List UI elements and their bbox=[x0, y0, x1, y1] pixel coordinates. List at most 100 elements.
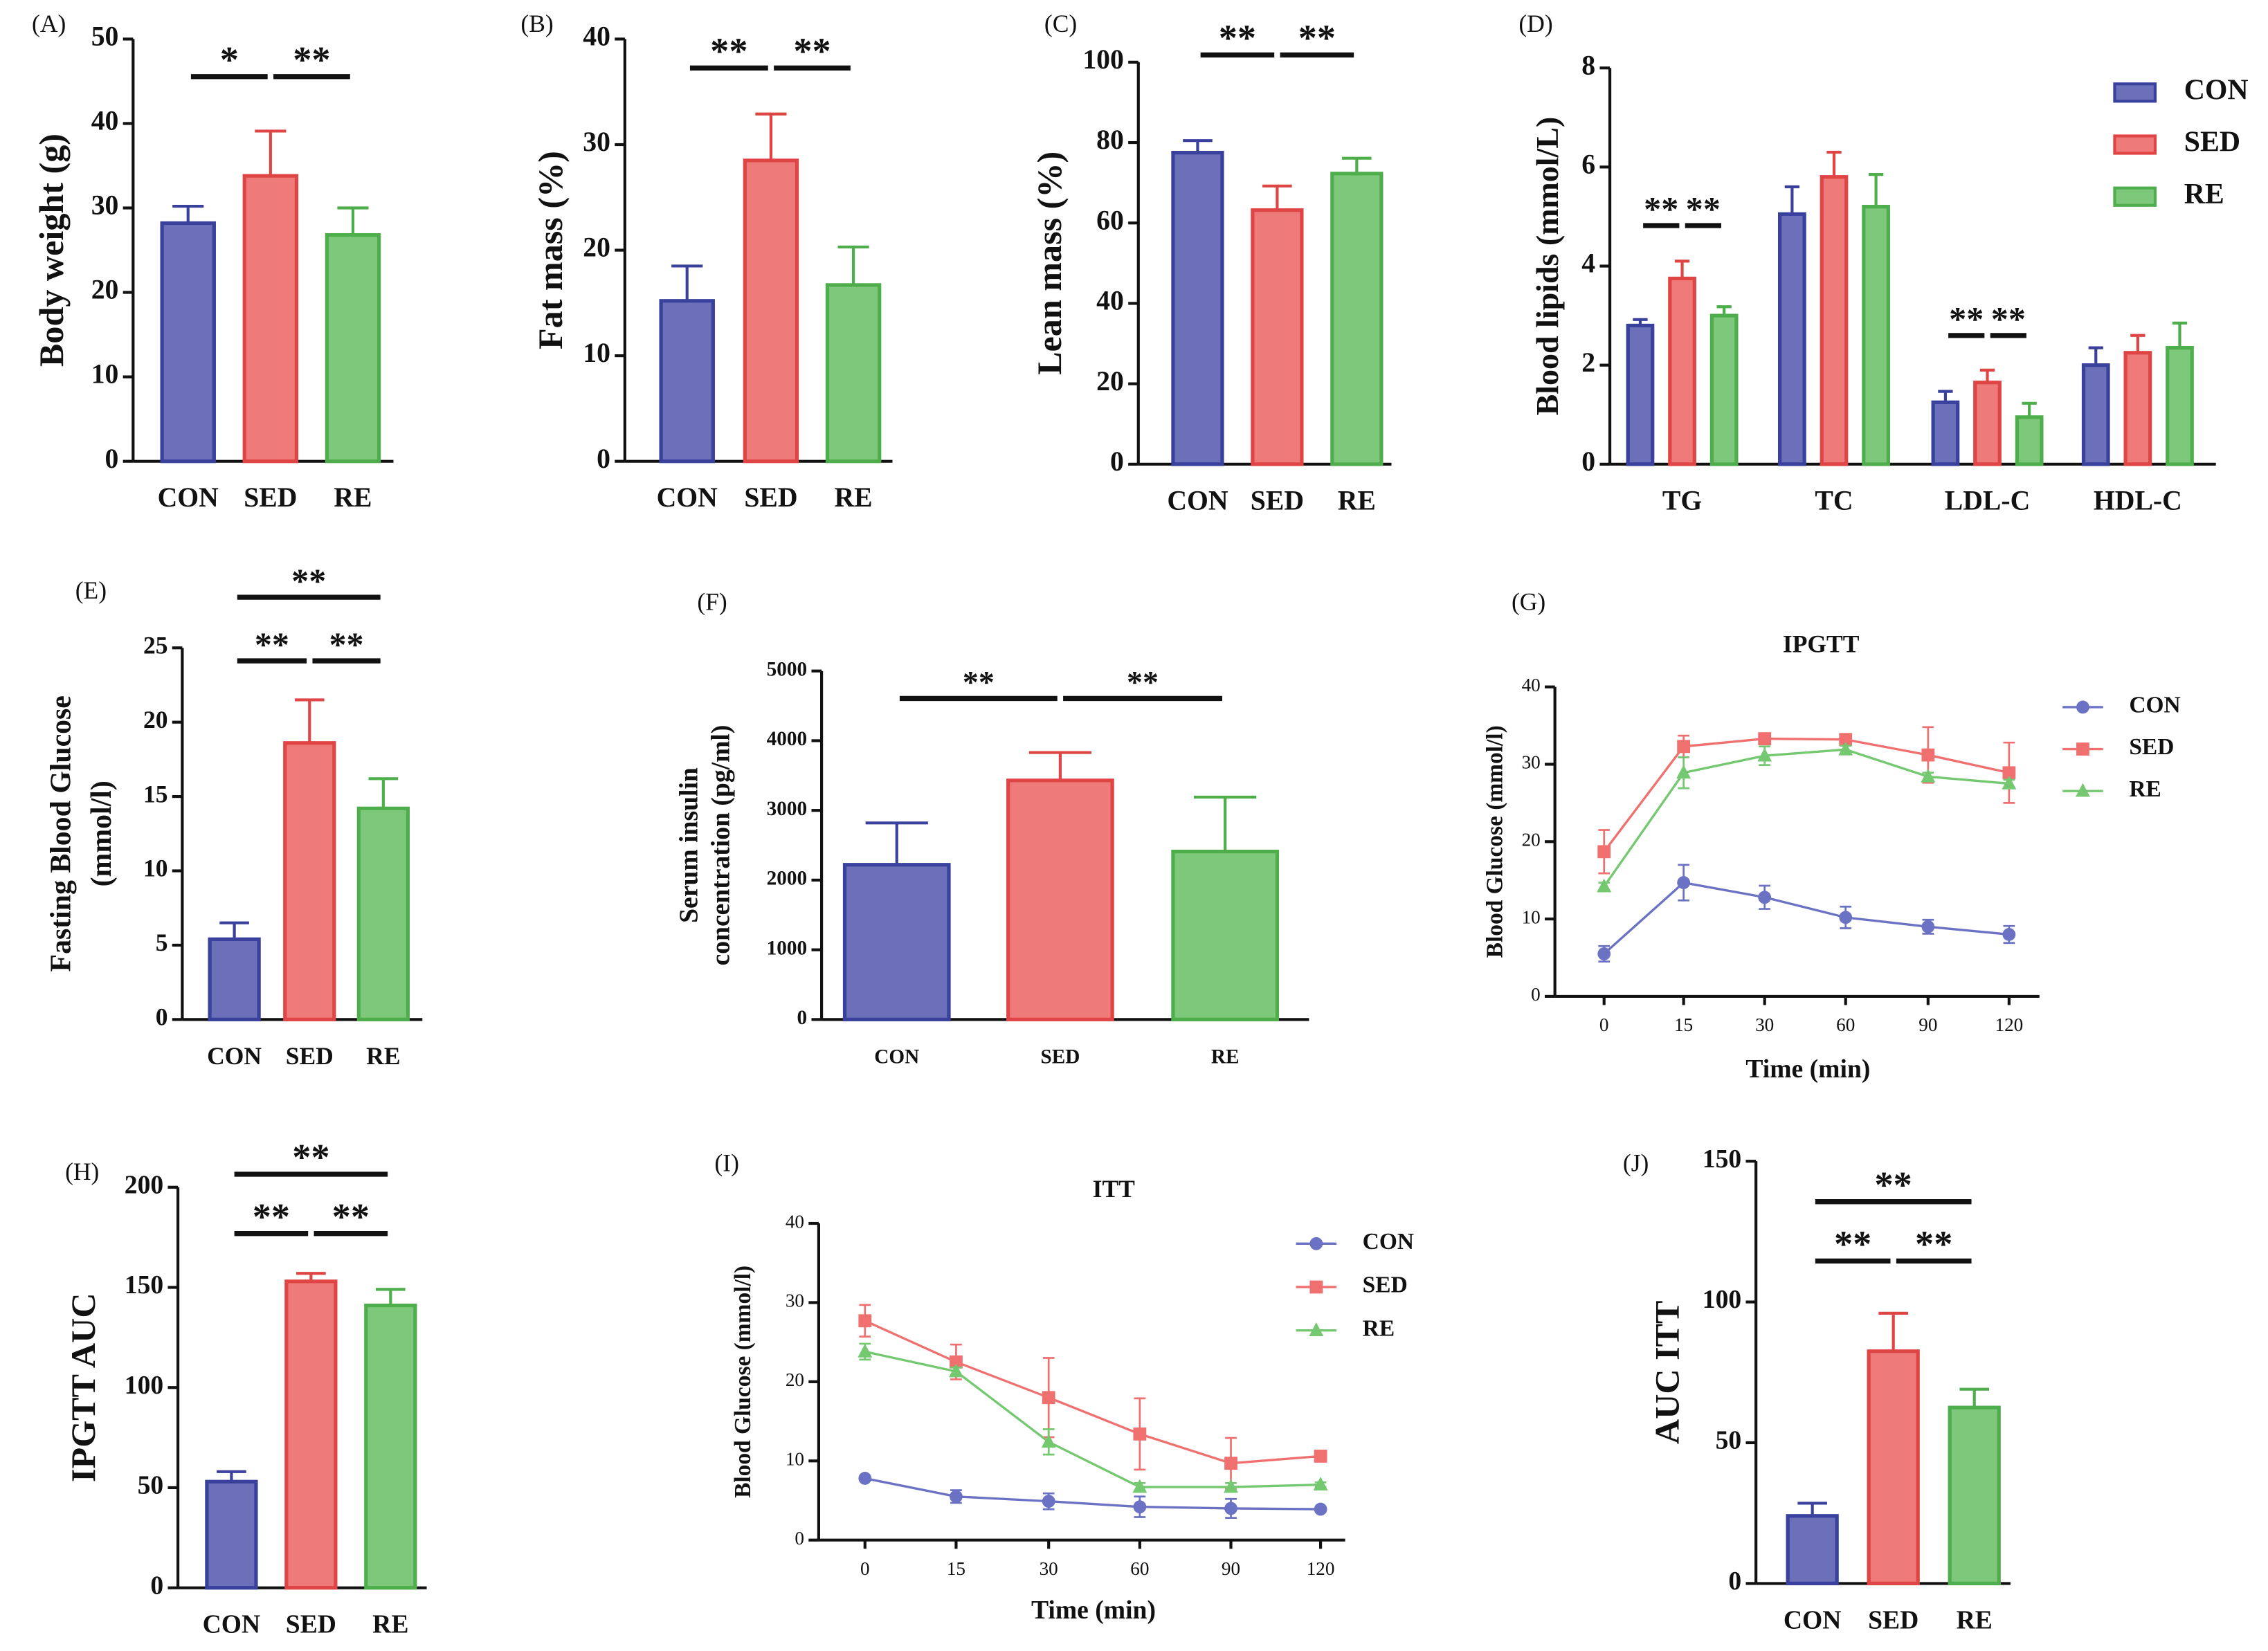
bar bbox=[1626, 323, 1655, 466]
bar bbox=[208, 937, 261, 1021]
significance-label: ** bbox=[1875, 1164, 1912, 1205]
marker bbox=[1133, 1500, 1147, 1514]
y-axis-label: concentration (pg/ml) bbox=[707, 725, 736, 966]
bar bbox=[160, 221, 216, 464]
significance-label: ** bbox=[793, 30, 831, 72]
bar bbox=[1867, 1349, 1920, 1586]
x-tick-label: 60 bbox=[1130, 1558, 1149, 1579]
panel-label: (J) bbox=[1623, 1149, 1649, 1177]
bar bbox=[1006, 778, 1114, 1021]
x-tick-label: 15 bbox=[1674, 1014, 1693, 1035]
marker bbox=[1224, 1457, 1237, 1470]
significance-label: ** bbox=[1991, 300, 2026, 338]
series-line bbox=[864, 1477, 1321, 1511]
y-tick-label: 30 bbox=[1522, 752, 1541, 773]
x-tick-label: 0 bbox=[860, 1558, 870, 1579]
y-tick-label: 4000 bbox=[767, 728, 808, 750]
y-tick-label: 80 bbox=[1096, 125, 1124, 155]
x-tick-label: LDL-C bbox=[1945, 485, 2030, 516]
bar bbox=[364, 1303, 417, 1590]
x-tick-label: 30 bbox=[1040, 1558, 1058, 1579]
marker bbox=[950, 1355, 963, 1369]
bar bbox=[1786, 1514, 1839, 1586]
marker bbox=[2076, 783, 2090, 797]
significance-label: ** bbox=[1644, 190, 1678, 228]
marker bbox=[858, 1314, 872, 1328]
marker bbox=[1597, 947, 1611, 960]
x-tick-label: CON bbox=[1167, 485, 1228, 516]
y-tick-label: 50 bbox=[91, 21, 119, 52]
y-tick-label: 50 bbox=[1716, 1426, 1742, 1455]
y-tick-label: 5 bbox=[156, 929, 168, 956]
marker bbox=[1041, 1434, 1056, 1448]
marker bbox=[1309, 1322, 1324, 1337]
legend-label: CON bbox=[2184, 74, 2249, 106]
significance-label: ** bbox=[255, 625, 289, 664]
bar bbox=[2123, 351, 2152, 466]
y-tick-label: 4 bbox=[1581, 248, 1595, 279]
marker bbox=[1224, 1479, 1238, 1493]
marker bbox=[2076, 700, 2089, 714]
panel-label: (I) bbox=[714, 1149, 738, 1177]
y-axis-label: AUC ITT bbox=[1647, 1300, 1686, 1444]
marker bbox=[1224, 1502, 1237, 1515]
panel-label: (C) bbox=[1044, 10, 1077, 37]
marker bbox=[2002, 775, 2017, 790]
y-tick-label: 20 bbox=[786, 1369, 804, 1390]
series-line bbox=[1603, 737, 2010, 852]
bar bbox=[284, 1279, 338, 1590]
significance-label: ** bbox=[1915, 1223, 1952, 1265]
series-line bbox=[1603, 881, 2010, 955]
y-tick-label: 0 bbox=[1531, 984, 1541, 1005]
x-tick-label: 120 bbox=[1995, 1014, 2024, 1035]
y-axis-label: Fat mass (%) bbox=[531, 151, 570, 349]
panel-label: (H) bbox=[65, 1158, 99, 1185]
marker bbox=[858, 1472, 872, 1485]
panel-label: (B) bbox=[520, 10, 553, 37]
marker bbox=[1921, 748, 1935, 762]
y-tick-label: 0 bbox=[1110, 446, 1124, 477]
y-tick-label: 40 bbox=[1096, 286, 1124, 316]
marker bbox=[1042, 1391, 1055, 1405]
y-tick-label: 0 bbox=[105, 444, 119, 474]
x-tick-label: RE bbox=[1957, 1605, 1993, 1634]
marker bbox=[1132, 1479, 1147, 1493]
marker bbox=[950, 1490, 963, 1504]
marker bbox=[1676, 765, 1691, 779]
y-tick-label: 15 bbox=[143, 780, 168, 808]
y-axis-label: Blood Glucose (mmol/l) bbox=[730, 1266, 756, 1498]
marker bbox=[2076, 742, 2089, 756]
x-tick-label: CON bbox=[207, 1042, 262, 1070]
bar bbox=[1330, 172, 1384, 466]
marker bbox=[2002, 928, 2016, 941]
y-axis-label: Blood lipids (mmol/L) bbox=[1530, 117, 1565, 416]
x-tick-label: RE bbox=[334, 482, 372, 513]
x-tick-label: HDL-C bbox=[2094, 485, 2182, 516]
legend-swatch bbox=[2113, 82, 2157, 103]
y-tick-label: 0 bbox=[1728, 1567, 1741, 1596]
panel-label: (A) bbox=[32, 10, 66, 37]
bar bbox=[1862, 205, 1890, 466]
x-tick-label: SED bbox=[244, 482, 297, 513]
y-tick-label: 0 bbox=[597, 444, 610, 474]
marker bbox=[1597, 845, 1611, 859]
y-axis-label: Blood Glucose (mmol/l) bbox=[1482, 725, 1508, 958]
x-tick-label: RE bbox=[372, 1610, 408, 1639]
series-line bbox=[864, 1350, 1321, 1488]
x-tick-label: CON bbox=[1784, 1605, 1842, 1634]
significance-label: ** bbox=[710, 30, 747, 72]
x-tick-label: SED bbox=[286, 1042, 334, 1070]
y-tick-label: 40 bbox=[1522, 675, 1541, 695]
legend-label: SED bbox=[1363, 1273, 1408, 1298]
x-tick-label: CON bbox=[874, 1046, 919, 1068]
y-tick-label: 8 bbox=[1581, 50, 1595, 80]
x-tick-label: 90 bbox=[1918, 1014, 1937, 1035]
marker bbox=[1921, 920, 1935, 933]
y-tick-label: 150 bbox=[1703, 1144, 1741, 1174]
x-tick-label: 0 bbox=[1599, 1014, 1609, 1035]
bar bbox=[825, 283, 882, 464]
x-axis-label: Time (min) bbox=[1031, 1596, 1156, 1625]
legend-label: CON bbox=[2129, 693, 2180, 718]
y-tick-label: 30 bbox=[786, 1290, 804, 1311]
x-tick-label: 90 bbox=[1222, 1558, 1240, 1579]
